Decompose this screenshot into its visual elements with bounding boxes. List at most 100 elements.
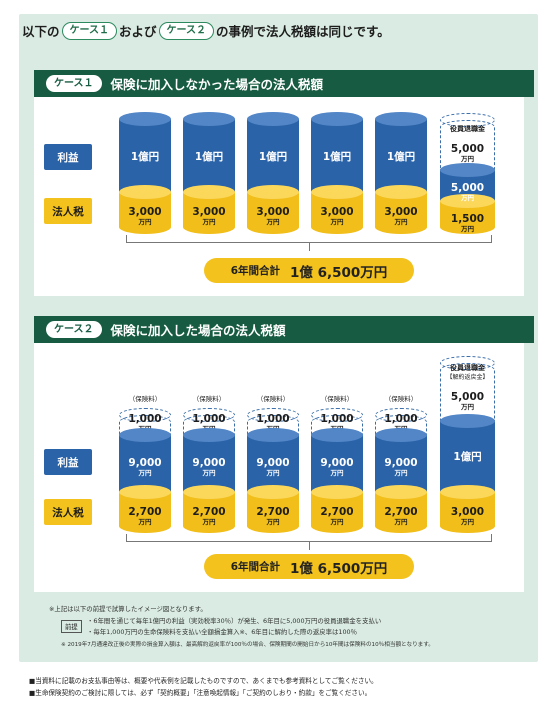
case2-retirement-value: 5,000 xyxy=(450,391,485,403)
case1-tax-value: 3,000 xyxy=(128,206,162,218)
case1-panel: ケース１ 保険に加入しなかった場合の法人税額 利益 法人税 1億円 3,000 万… xyxy=(34,70,534,296)
case2-profit-unit: 万円 xyxy=(138,468,152,477)
footer-line-1: ■当資料に記載のお支払事由等は、概要や代表例を記載したものですので、あくまでも参… xyxy=(29,677,378,685)
case1-bracket-stem xyxy=(309,243,310,251)
case1-cylinder-4: 1億円 3,000 万円 xyxy=(311,112,363,234)
case2-profit-unit: 万円 xyxy=(202,468,216,477)
case2-tag: ケース２ xyxy=(46,321,102,338)
case1-tax-unit: 万円 xyxy=(138,217,152,226)
case2-premium-value: 1,000 xyxy=(256,413,290,425)
case1-tax-value: 3,000 xyxy=(256,206,290,218)
case2-premium-label: （保険料） xyxy=(256,395,290,403)
intro-case2-pill: ケース２ xyxy=(158,21,215,40)
case1-profit-value: 1億円 xyxy=(258,151,288,163)
case1-cylinder-1: 1億円 3,000 万円 xyxy=(119,112,171,234)
case1-title: 保険に加入しなかった場合の法人税額 xyxy=(110,77,324,92)
case2-profit-label: 利益 xyxy=(44,449,92,475)
case2-tax-unit: 万円 xyxy=(266,517,280,526)
case1-tax-value: 3,000 xyxy=(192,206,226,218)
case2-premium-value: 1,000 xyxy=(384,413,418,425)
case2-total-value: 1億 6,500万円 xyxy=(290,560,388,577)
case1-last-profit-value: 5,000 xyxy=(450,182,485,194)
case2-premium-label: （保険料） xyxy=(192,395,226,403)
case2-tax-unit: 万円 xyxy=(330,517,344,526)
case2-retirement-unit: 万円 xyxy=(461,402,474,411)
case1-last-profit-unit: 万円 xyxy=(461,193,474,202)
case1-total-label: 6年間合計 xyxy=(230,265,280,277)
case1-banner: ケース１ 保険に加入しなかった場合の法人税額 xyxy=(34,70,534,97)
case1-tax-label: 法人税 xyxy=(44,198,92,224)
case1-tax-unit: 万円 xyxy=(266,217,280,226)
premise-line-1: ・6年間を通じて毎年1億円の利益（実効税率30％）が発生、6年目に5,000万円… xyxy=(87,617,382,625)
case2-tax-label: 法人税 xyxy=(44,499,92,525)
case1-tax-value: 3,000 xyxy=(320,206,354,218)
case2-premium-value: 1,000 xyxy=(128,413,162,425)
case1-tax-value: 3,000 xyxy=(384,206,418,218)
case2-premium-label: （保険料） xyxy=(320,395,354,403)
case2-tax-unit: 万円 xyxy=(138,517,152,526)
case2-profit-unit: 万円 xyxy=(330,468,344,477)
case2-premium-label: （保険料） xyxy=(384,395,418,403)
case1-total-pill: 6年間合計 1億 6,500万円 xyxy=(204,258,414,283)
case2-panel: ケース２ 保険に加入した場合の法人税額 利益 法人税 （保険料） 1,000 万円… xyxy=(34,316,534,592)
case1-tax-unit: 万円 xyxy=(394,217,408,226)
case2-last-tax-unit: 万円 xyxy=(461,517,474,526)
case1-last-tax-unit: 万円 xyxy=(461,224,474,233)
case1-total-value: 1億 6,500万円 xyxy=(290,264,388,281)
case1-profit-value: 1億円 xyxy=(322,151,352,163)
case2-tax-value: 2,700 xyxy=(256,506,290,518)
case1-cylinder-6: 役員退職金 5,000 万円 5,000 万円 1,500 万円 xyxy=(440,113,495,234)
intro-pre: 以下の xyxy=(22,24,60,39)
case2-premium-label: （保険料） xyxy=(128,395,162,403)
case1-profit-label: 利益 xyxy=(44,144,92,170)
intro-case1-pill: ケース１ xyxy=(61,21,118,40)
premise-tag: 前提 xyxy=(61,620,82,633)
case1-tax-unit: 万円 xyxy=(330,217,344,226)
case1-profit-value: 1億円 xyxy=(130,151,160,163)
case1-profit-value: 1億円 xyxy=(194,151,224,163)
case2-bracket xyxy=(126,534,492,542)
case2-profit-value: 9,000 xyxy=(256,457,290,469)
case2-last-tax-value: 3,000 xyxy=(450,506,485,518)
case2-last-profit: 1億円 xyxy=(453,451,482,463)
case2-tax-value: 2,700 xyxy=(192,506,226,518)
case2-banner: ケース２ 保険に加入した場合の法人税額 xyxy=(34,316,534,343)
case2-bracket-stem xyxy=(309,542,310,550)
case1-retirement-label: 役員退職金 xyxy=(450,125,485,133)
case2-profit-unit: 万円 xyxy=(266,468,280,477)
case1-cylinder-5: 1億円 3,000 万円 xyxy=(375,112,427,234)
case2-profit-value: 9,000 xyxy=(384,457,418,469)
case1-cylinder-2: 1億円 3,000 万円 xyxy=(183,112,235,234)
case2-retirement-label: 役員退職金 xyxy=(450,364,485,372)
case1-profit-value: 1億円 xyxy=(386,151,416,163)
intro-heading: 以下の ケース１ および ケース２ の事例で法人税額は同じです。 xyxy=(22,21,390,40)
footer-line-2: ■生命保険契約のご検討に際しては、必ず「契約概要」「注意喚起情報」「ご契約のしお… xyxy=(29,689,372,697)
case2-total-pill: 6年間合計 1億 6,500万円 xyxy=(204,554,414,579)
case2-tax-value: 2,700 xyxy=(128,506,162,518)
case2-cylinder-6: 役員退職金 【解約返戻金】 5,000 万円 1億円 3,000 万円 xyxy=(440,356,495,533)
case2-profit-value: 9,000 xyxy=(128,457,162,469)
intro-post: の事例で法人税額は同じです。 xyxy=(216,24,390,39)
case2-profit-value: 9,000 xyxy=(192,457,226,469)
intro-mid: および xyxy=(119,24,157,39)
case2-total-label: 6年間合計 xyxy=(230,561,280,573)
premise-line-2: ・毎年1,000万円の生命保険料を支払い全額損金算入※、6年目に解約した際の返戻… xyxy=(87,628,357,636)
case2-surrender-label: 【解約返戻金】 xyxy=(446,374,489,381)
asterisk-note: ※ 2019年7月通達改正後の実際の損金算入額は、最高解約返戻率が100％の場合… xyxy=(61,642,434,648)
case1-last-tax-value: 1,500 xyxy=(450,213,485,225)
case2-tax-unit: 万円 xyxy=(202,517,216,526)
case2-profit-unit: 万円 xyxy=(394,468,408,477)
case2-title: 保険に加入した場合の法人税額 xyxy=(110,323,286,338)
case2-tax-value: 2,700 xyxy=(384,506,418,518)
case1-tag: ケース１ xyxy=(46,75,102,92)
note-main: ※上記は以下の前提で試算したイメージ図となります。 xyxy=(49,605,207,613)
case1-bracket xyxy=(126,235,492,243)
case1-retirement-value: 5,000 xyxy=(450,143,485,155)
case2-profit-value: 9,000 xyxy=(320,457,354,469)
case2-premium-value: 1,000 xyxy=(192,413,226,425)
case2-premium-value: 1,000 xyxy=(320,413,354,425)
